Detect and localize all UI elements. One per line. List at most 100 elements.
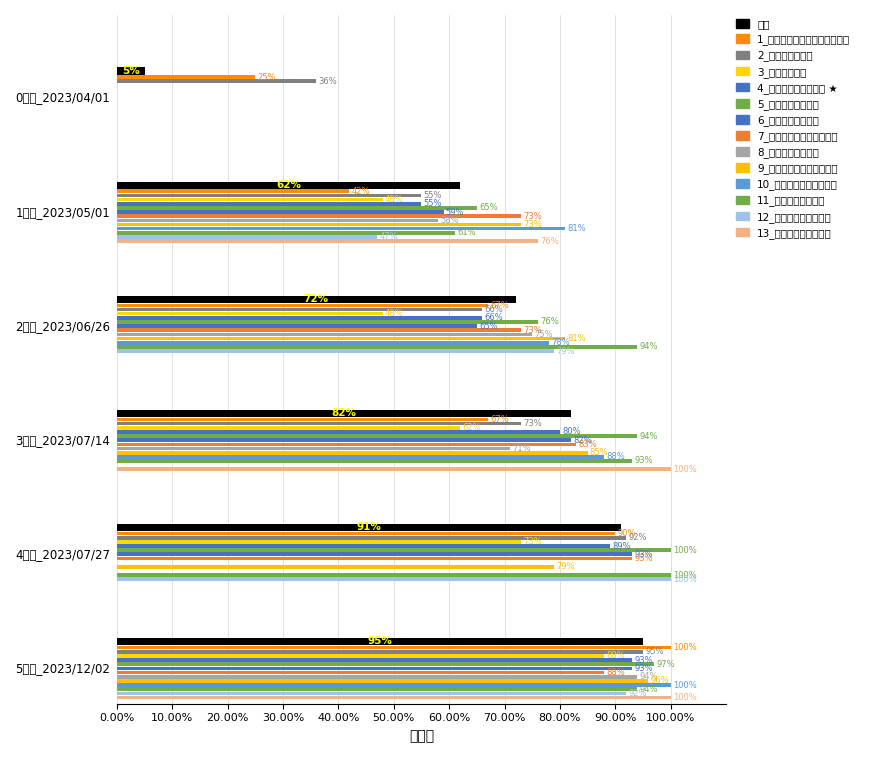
Text: 48%: 48% xyxy=(384,309,403,318)
Text: 55%: 55% xyxy=(423,199,441,208)
Bar xyxy=(116,662,653,666)
Bar xyxy=(116,421,521,425)
Bar xyxy=(116,691,626,695)
Text: 100%: 100% xyxy=(672,465,696,474)
Bar xyxy=(116,240,537,243)
Bar xyxy=(116,418,488,421)
Bar xyxy=(116,459,631,463)
Bar xyxy=(116,210,443,214)
Text: 85%: 85% xyxy=(589,448,607,457)
Bar xyxy=(116,446,509,450)
Bar xyxy=(116,451,587,455)
Bar xyxy=(116,337,565,340)
Text: 59%: 59% xyxy=(445,208,464,217)
Text: 73%: 73% xyxy=(523,537,541,547)
Text: 79%: 79% xyxy=(556,346,574,356)
Bar xyxy=(116,438,570,442)
Bar xyxy=(116,341,548,345)
Text: 100%: 100% xyxy=(672,693,696,702)
Bar xyxy=(116,202,421,205)
Text: 72%: 72% xyxy=(303,294,328,304)
Bar xyxy=(116,524,620,531)
Bar xyxy=(116,675,637,678)
Text: 92%: 92% xyxy=(627,689,647,698)
Bar xyxy=(116,181,460,189)
Bar xyxy=(116,231,454,235)
Text: 73%: 73% xyxy=(523,211,541,221)
Text: 83%: 83% xyxy=(578,440,597,449)
Text: 66%: 66% xyxy=(484,313,503,322)
Text: 100%: 100% xyxy=(672,546,696,555)
Bar xyxy=(116,296,515,302)
Text: 62%: 62% xyxy=(275,180,301,190)
Bar xyxy=(116,573,670,577)
Bar xyxy=(116,553,631,556)
Bar xyxy=(116,556,631,560)
Text: 73%: 73% xyxy=(523,220,541,229)
Bar xyxy=(116,578,670,581)
Legend: 総計, 1_計算力学のための数学の基礎, 2_固体力学の基礎, 3_熱伝導の基礎, 4_有限要素法の定式化 ★, 5_有限要素法の実践, 6_数値計算法の基礎,: 総計, 1_計算力学のための数学の基礎, 2_固体力学の基礎, 3_熱伝導の基礎… xyxy=(731,15,853,243)
Bar xyxy=(116,638,642,645)
Bar xyxy=(116,328,521,332)
Bar xyxy=(116,654,603,658)
Text: 88%: 88% xyxy=(606,453,625,462)
Bar xyxy=(116,303,488,307)
Bar xyxy=(116,312,382,315)
Bar xyxy=(116,683,670,687)
Bar xyxy=(116,308,481,312)
Bar xyxy=(116,320,537,324)
Text: 100%: 100% xyxy=(672,571,696,580)
Text: 94%: 94% xyxy=(639,431,657,440)
Bar xyxy=(116,345,637,349)
Text: 97%: 97% xyxy=(655,659,674,669)
Text: 75%: 75% xyxy=(534,330,553,339)
Text: 48%: 48% xyxy=(384,195,403,204)
Text: 67%: 67% xyxy=(489,301,508,310)
Text: 62%: 62% xyxy=(462,423,481,432)
Bar xyxy=(116,455,603,459)
Bar xyxy=(116,218,438,222)
Bar xyxy=(116,215,521,218)
Text: 95%: 95% xyxy=(367,637,392,647)
Text: 91%: 91% xyxy=(356,522,381,532)
Text: 92%: 92% xyxy=(627,533,647,542)
Text: 73%: 73% xyxy=(523,326,541,335)
Text: 82%: 82% xyxy=(573,436,591,445)
Text: 93%: 93% xyxy=(634,456,652,465)
Bar xyxy=(116,206,476,210)
Bar xyxy=(116,430,560,434)
X-axis label: 正答率: 正答率 xyxy=(408,729,434,743)
Text: 82%: 82% xyxy=(331,409,356,418)
Text: 88%: 88% xyxy=(606,668,625,677)
Text: 66%: 66% xyxy=(484,305,503,314)
Text: 65%: 65% xyxy=(479,321,497,330)
Text: 61%: 61% xyxy=(456,228,475,237)
Bar xyxy=(116,193,421,197)
Bar xyxy=(116,548,670,552)
Text: 95%: 95% xyxy=(645,647,663,656)
Text: 81%: 81% xyxy=(567,224,586,233)
Bar xyxy=(116,324,476,328)
Text: 71%: 71% xyxy=(512,444,530,453)
Bar xyxy=(116,666,631,670)
Bar xyxy=(116,536,626,540)
Bar xyxy=(116,531,614,535)
Text: 93%: 93% xyxy=(634,554,652,563)
Bar xyxy=(116,333,532,337)
Bar xyxy=(116,434,637,438)
Bar xyxy=(116,565,554,568)
Text: 93%: 93% xyxy=(634,550,652,559)
Text: 73%: 73% xyxy=(523,419,541,428)
Text: 42%: 42% xyxy=(351,186,370,196)
Text: 79%: 79% xyxy=(556,562,574,572)
Bar xyxy=(116,658,631,662)
Bar xyxy=(116,235,377,239)
Bar xyxy=(116,75,255,79)
Bar xyxy=(116,198,382,202)
Bar xyxy=(116,443,576,446)
Bar xyxy=(116,349,554,353)
Text: 78%: 78% xyxy=(550,338,569,347)
Text: 90%: 90% xyxy=(617,529,635,538)
Text: 88%: 88% xyxy=(606,651,625,660)
Bar xyxy=(116,688,637,691)
